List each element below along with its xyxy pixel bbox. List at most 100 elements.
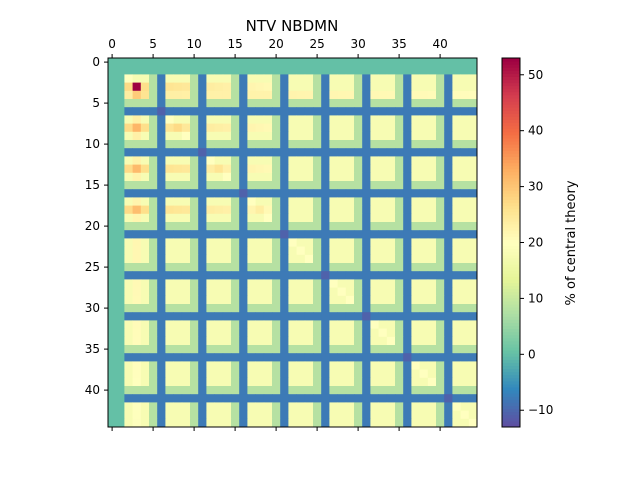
heatmap-cell	[362, 271, 371, 280]
heatmap-cell	[419, 304, 429, 313]
heatmap-cell	[411, 320, 420, 329]
heatmap-cell	[198, 238, 207, 247]
heatmap-cell	[354, 172, 363, 182]
heatmap-cell	[173, 181, 183, 190]
colorbar-segment	[502, 97, 520, 102]
heatmap-cell	[403, 230, 412, 239]
heatmap-cell	[272, 402, 281, 411]
heatmap-cell	[157, 197, 166, 206]
heatmap-cell	[190, 123, 199, 133]
heatmap-cell	[386, 205, 396, 215]
heatmap-cell	[181, 312, 191, 321]
heatmap-cell	[427, 115, 437, 124]
colorbar-segment	[502, 113, 520, 117]
heatmap-cell	[460, 181, 470, 190]
heatmap-cell	[206, 328, 215, 338]
heatmap-cell	[345, 287, 355, 297]
heatmap-cell	[198, 148, 207, 157]
heatmap-cell	[329, 66, 338, 75]
heatmap-cell	[222, 213, 232, 223]
heatmap-cell	[313, 148, 322, 157]
heatmap-cell	[427, 222, 437, 231]
heatmap-cell	[181, 418, 191, 428]
heatmap-cell	[157, 410, 166, 420]
heatmap-cell	[345, 279, 355, 288]
heatmap-cell	[460, 320, 470, 329]
heatmap-cell	[288, 164, 297, 174]
heatmap-cell	[321, 131, 330, 141]
heatmap-cell	[304, 90, 314, 100]
heatmap-cell	[468, 320, 478, 329]
heatmap-cell	[263, 304, 273, 313]
colorbar-segment	[502, 110, 520, 114]
heatmap-cell	[149, 361, 158, 370]
heatmap-cell	[247, 58, 256, 67]
heatmap-cell	[419, 394, 429, 403]
heatmap-cell	[427, 320, 437, 329]
heatmap-cell	[190, 246, 199, 256]
heatmap-cell	[345, 254, 355, 264]
heatmap-cell	[395, 172, 404, 182]
heatmap-cell	[247, 164, 256, 174]
heatmap-cell	[468, 263, 478, 272]
heatmap-cell	[272, 74, 281, 83]
colorbar-segment	[502, 365, 520, 370]
heatmap-cell	[116, 222, 125, 231]
heatmap-cell	[255, 140, 265, 149]
heatmap-cell	[329, 394, 338, 403]
heatmap-cell	[296, 99, 306, 108]
heatmap-cell	[337, 254, 347, 264]
heatmap-cell	[214, 123, 224, 133]
heatmap-cell	[419, 213, 429, 223]
heatmap-cell	[304, 58, 314, 67]
heatmap-cell	[296, 213, 306, 223]
heatmap-cell	[403, 336, 412, 346]
heatmap-cell	[345, 164, 355, 174]
heatmap-cell	[116, 246, 125, 256]
heatmap-cell	[181, 410, 191, 420]
heatmap-cell	[321, 336, 330, 346]
heatmap-cell	[247, 386, 256, 395]
heatmap-cell	[132, 99, 142, 108]
heatmap-cell	[206, 58, 215, 67]
heatmap-cell	[263, 320, 273, 329]
heatmap-cell	[411, 148, 420, 157]
heatmap-cell	[263, 164, 273, 174]
colorbar-segment	[502, 387, 520, 391]
heatmap-cell	[157, 386, 166, 395]
heatmap-cell	[304, 386, 314, 395]
heatmap-cell	[378, 90, 388, 100]
heatmap-cell	[386, 246, 396, 256]
heatmap-cell	[190, 394, 199, 403]
heatmap-cell	[157, 287, 166, 297]
heatmap-cell	[206, 312, 215, 321]
heatmap-cell	[419, 164, 429, 174]
heatmap-cell	[304, 123, 314, 133]
heatmap-cell	[370, 279, 379, 288]
heatmap-cell	[173, 140, 183, 149]
heatmap-cell	[108, 107, 117, 116]
heatmap-cell	[206, 99, 215, 108]
heatmap-cell	[313, 394, 322, 403]
heatmap-cell	[140, 82, 150, 92]
heatmap-cell	[329, 320, 338, 329]
heatmap-cell	[222, 148, 232, 157]
heatmap-cell	[444, 328, 453, 338]
heatmap-cell	[403, 172, 412, 182]
heatmap-cell	[304, 320, 314, 329]
heatmap-cell	[272, 386, 281, 395]
heatmap-cell	[296, 386, 306, 395]
heatmap-cell	[444, 107, 453, 116]
colorbar-segment	[502, 374, 520, 379]
heatmap-cell	[313, 205, 322, 215]
heatmap-cell	[198, 418, 207, 428]
heatmap-cell	[239, 66, 248, 75]
heatmap-cell	[222, 369, 232, 379]
heatmap-cell	[222, 99, 232, 108]
heatmap-cell	[181, 386, 191, 395]
heatmap-cell	[231, 386, 240, 395]
heatmap-cell	[173, 123, 183, 133]
heatmap-cell	[222, 254, 232, 264]
colorbar-segment	[502, 233, 520, 237]
heatmap-cell	[313, 369, 322, 379]
